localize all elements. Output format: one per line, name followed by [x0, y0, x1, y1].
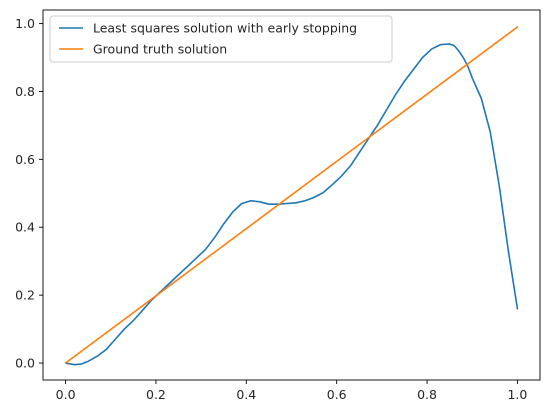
x-tick-label: 0.6: [327, 387, 347, 402]
series-line-2: [64, 26, 519, 364]
legend-label-2: Ground truth solution: [93, 42, 227, 57]
legend-label-1: Least squares solution with early stoppi…: [93, 21, 357, 36]
legend: Least squares solution with early stoppi…: [49, 15, 393, 63]
series-lines: [64, 26, 519, 366]
y-tick-label: 0.6: [15, 152, 35, 167]
y-tick-label: 0.0: [15, 356, 35, 371]
plot-frame: [42, 9, 541, 381]
x-tick-label: 0.0: [56, 387, 76, 402]
x-tick-label: 0.2: [146, 387, 166, 402]
x-tick-label: 1.0: [507, 387, 527, 402]
series-line-1: [64, 43, 519, 366]
y-tick-label: 1.0: [15, 16, 35, 31]
y-tick-label: 0.4: [15, 220, 35, 235]
x-tick-label: 0.8: [417, 387, 437, 402]
x-axis: 0.0 0.2 0.4 0.6 0.8 1.0: [56, 380, 527, 402]
x-tick-label: 0.4: [236, 387, 256, 402]
legend-box: [49, 15, 393, 63]
y-tick-label: 0.8: [15, 84, 35, 99]
y-axis: 0.0 0.2 0.4 0.6 0.8 1.0: [15, 16, 43, 371]
y-tick-label: 0.2: [15, 288, 35, 303]
